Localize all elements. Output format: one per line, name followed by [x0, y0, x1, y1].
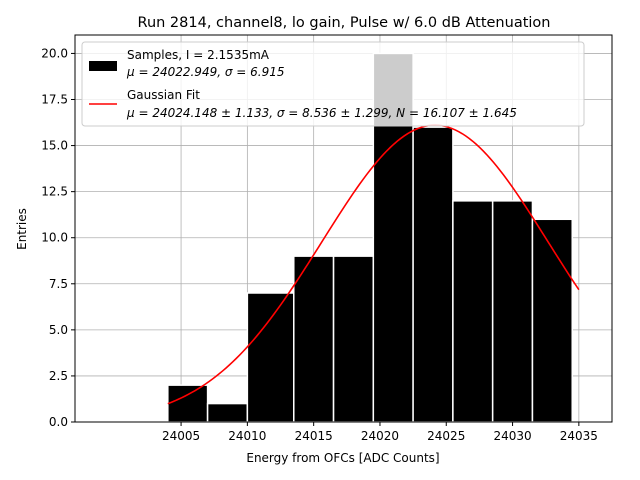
histogram-bar	[412, 126, 454, 423]
y-tick-label: 20.0	[41, 46, 68, 60]
x-tick-label: 24025	[427, 429, 465, 443]
legend-box	[81, 41, 585, 127]
y-axis-ticks: 0.0 2.5 5.0 7.5 10.0 12.5 15.0 17.5 20.0	[41, 46, 75, 429]
x-tick-label: 24015	[295, 429, 333, 443]
gaussian-fit-line	[167, 124, 580, 405]
histogram-bar	[452, 200, 494, 423]
histogram-bar	[246, 292, 295, 423]
y-tick-label: 5.0	[49, 323, 68, 337]
plot-frame	[74, 34, 613, 423]
histogram-bars	[167, 52, 573, 423]
legend-fit-label: Gaussian Fit	[127, 88, 200, 102]
x-tick-label: 24035	[560, 429, 598, 443]
x-axis-label: Energy from OFCs [ADC Counts]	[246, 451, 439, 465]
legend-fit-stats: μ = 24024.148 ± 1.133, σ = 8.536 ± 1.299…	[126, 106, 517, 120]
y-axis-label: Entries	[15, 208, 29, 250]
histogram-bar	[491, 200, 534, 423]
x-tick-label: 24030	[493, 429, 531, 443]
y-tick-label: 15.0	[41, 139, 68, 153]
y-tick-label: 2.5	[49, 369, 68, 383]
y-tick-label: 7.5	[49, 277, 68, 291]
x-tick-label: 24020	[361, 429, 399, 443]
x-axis-ticks: 24005 24010 24015 24020 24025 24030 24035	[162, 422, 598, 443]
histogram-bar	[167, 384, 209, 423]
histogram-bar	[332, 255, 375, 423]
histogram-bar	[206, 402, 249, 423]
histogram-bar	[531, 218, 573, 423]
histogram-bar	[293, 255, 335, 423]
x-tick-label: 24005	[162, 429, 200, 443]
y-tick-label: 17.5	[41, 93, 68, 107]
legend-samples-label: Samples, I = 2.1535mA	[127, 48, 270, 62]
legend-samples-stats: μ = 24022.949, σ = 6.915	[126, 65, 284, 79]
y-tick-label: 0.0	[49, 415, 68, 429]
y-tick-label: 10.0	[41, 231, 68, 245]
y-tick-label: 12.5	[41, 185, 68, 199]
chart-title: Run 2814, channel8, lo gain, Pulse w/ 6.…	[138, 15, 551, 31]
x-tick-label: 24010	[228, 429, 266, 443]
legend-samples-swatch	[89, 61, 117, 71]
legend: Samples, I = 2.1535mA μ = 24022.949, σ =…	[81, 41, 585, 127]
